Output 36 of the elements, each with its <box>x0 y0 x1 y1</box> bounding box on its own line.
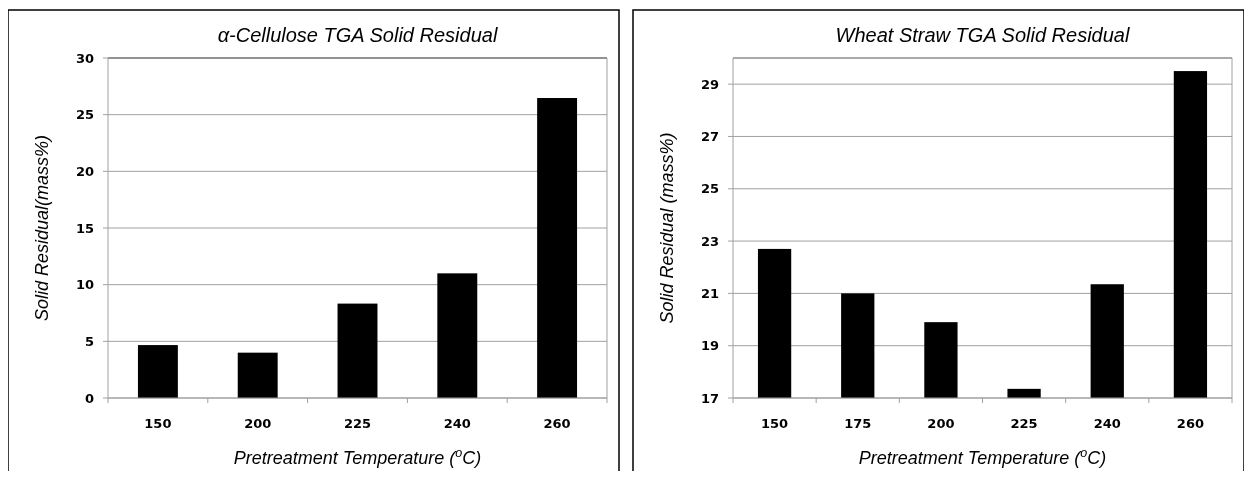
y-tick-label: 25 <box>75 107 94 123</box>
y-tick-label: 23 <box>700 233 719 249</box>
bar <box>337 303 378 398</box>
x-axis-title: Pretreatment Temperature ($^{o}$C) <box>233 446 482 468</box>
x-tick-label: 225 <box>1010 416 1038 431</box>
bar <box>437 273 478 398</box>
bar <box>237 352 278 398</box>
x-tick-label: 260 <box>543 416 571 431</box>
x-tick-label: 240 <box>1093 416 1121 431</box>
x-axis-title: Pretreatment Temperature ($^{o}$C) <box>858 446 1107 468</box>
x-tick-label: 225 <box>343 416 372 431</box>
y-tick-label: 21 <box>700 285 719 301</box>
x-tick-label: 150 <box>144 416 172 431</box>
y-axis-title: Solid Residual (mass%) <box>657 132 677 324</box>
y-tick-label: 20 <box>75 163 94 179</box>
x-tick-label: 200 <box>244 416 272 431</box>
y-tick-label: 5 <box>84 333 94 349</box>
y-tick-label: 0 <box>84 390 94 406</box>
y-tick-label: 25 <box>700 181 719 197</box>
x-tick-label: 200 <box>927 416 955 431</box>
y-axis-title: Solid Residual(mass%) <box>32 134 52 322</box>
x-tick-label: 175 <box>844 416 872 431</box>
x-tick-label: 260 <box>1176 416 1204 431</box>
chart-title: Wheat Straw TGA Solid Residual <box>835 24 1130 46</box>
y-tick-label: 10 <box>75 277 94 293</box>
chart-title: α-Cellulose TGA Solid Residual <box>217 24 498 46</box>
x-tick-label: 240 <box>443 416 471 431</box>
bar <box>137 345 178 398</box>
y-tick-label: 30 <box>75 50 94 66</box>
y-tick-label: 17 <box>700 390 719 406</box>
y-tick-label: 15 <box>75 220 94 236</box>
y-tick-label: 29 <box>700 76 719 92</box>
y-tick-label: 27 <box>700 129 719 145</box>
x-tick-label: 150 <box>761 416 789 431</box>
y-tick-label: 19 <box>700 338 719 354</box>
bar <box>537 98 578 398</box>
